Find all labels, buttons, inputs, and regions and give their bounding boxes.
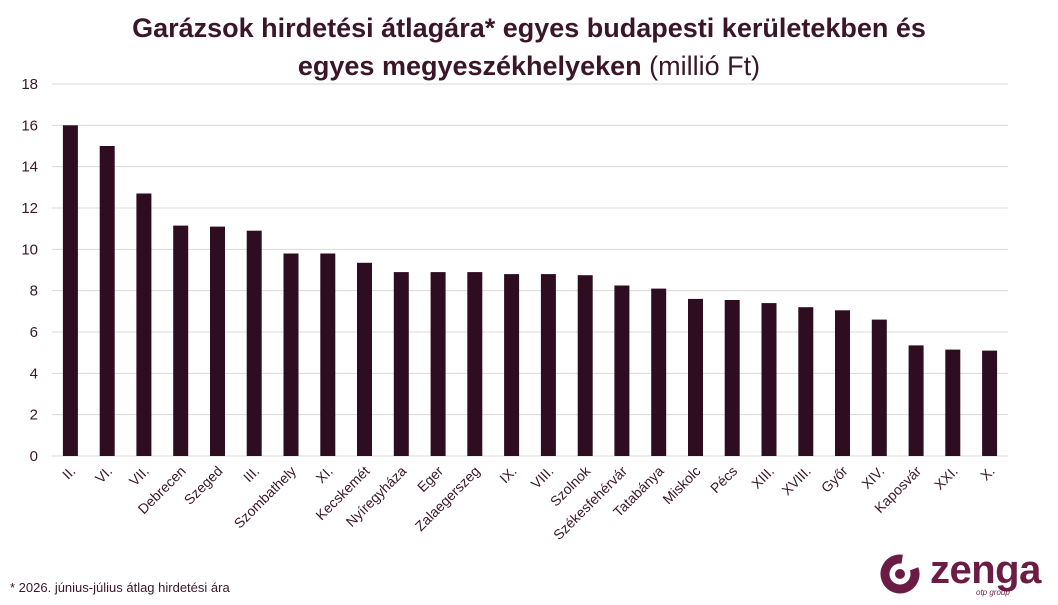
bar-6 [283,253,299,456]
chart-title-unit: (millió Ft) [642,51,760,81]
x-category-label: XIII. [748,463,777,492]
x-category-label: XXI. [931,463,961,493]
x-category-label: Pécs [707,463,740,496]
bars [62,125,998,457]
x-category-label: VIII. [528,463,557,492]
bar-25 [982,350,998,456]
y-tick-label: 4 [30,365,38,382]
chart-title-line2-bold: egyes megyeszékhelyeken [298,51,642,81]
x-category-label: XIV. [858,463,887,492]
y-tick-label: 8 [30,283,38,300]
x-category-label: Zalaegerszeg [412,463,483,534]
bar-13 [540,274,556,456]
bar-12 [504,274,520,456]
chart-title-line2: egyes megyeszékhelyeken (millió Ft) [298,51,760,81]
bar-24 [945,349,961,456]
x-category-label: XI. [312,463,335,486]
bar-1 [99,146,115,456]
bar-4 [210,226,225,456]
footnote: * 2026. június-július átlag hirdetési ár… [10,580,230,595]
zenga-logo-icon [880,554,920,594]
x-category-label: IX. [496,463,519,486]
x-category-label: Eger [414,463,446,495]
zenga-logo-sub: otp group [976,588,1010,597]
bar-7 [320,253,336,456]
y-tick-label: 10 [21,241,38,258]
bar-15 [614,285,630,456]
y-tick-label: 16 [21,117,38,134]
x-category-label: VI. [92,463,115,486]
x-category-label: X. [977,463,998,484]
x-category-label: Győr [818,463,851,496]
bar-2 [136,193,152,456]
bar-0 [62,125,78,457]
x-category-label: Miskolc [659,463,703,507]
bar-23 [908,345,924,456]
x-category-label: III. [240,463,262,485]
y-tick-label: 18 [21,76,38,93]
bar-8 [357,262,372,456]
x-category-label: XVIII. [778,463,814,499]
y-tick-label: 14 [21,159,38,176]
bar-20 [798,307,814,456]
bar-3 [173,225,189,456]
zenga-logo-word: zenga [930,548,1041,592]
y-tick-label: 6 [30,324,38,341]
y-tick-label: 0 [30,448,38,465]
x-category-label: Szeged [181,463,226,508]
bar-22 [871,319,887,456]
bar-18 [724,300,740,456]
bar-10 [430,272,446,456]
bar-5 [246,230,262,456]
x-category-label: II. [59,463,79,483]
x-category-label: VII. [126,463,152,489]
y-tick-label: 2 [30,407,38,424]
y-tick-label: 12 [21,200,38,217]
bar-17 [688,298,703,456]
zenga-logo: zenga otp group [878,548,1053,600]
chart-title-line1: Garázsok hirdetési átlagára* egyes budap… [132,13,926,43]
bar-9 [393,272,409,456]
bar-11 [467,272,483,456]
y-axis-ticks: 0 2 4 6 8 10 12 14 16 18 [21,76,38,465]
bar-19 [761,303,777,456]
bar-21 [835,310,850,456]
bar-14 [577,275,593,456]
gridlines [52,83,1008,457]
bar-16 [651,288,667,456]
